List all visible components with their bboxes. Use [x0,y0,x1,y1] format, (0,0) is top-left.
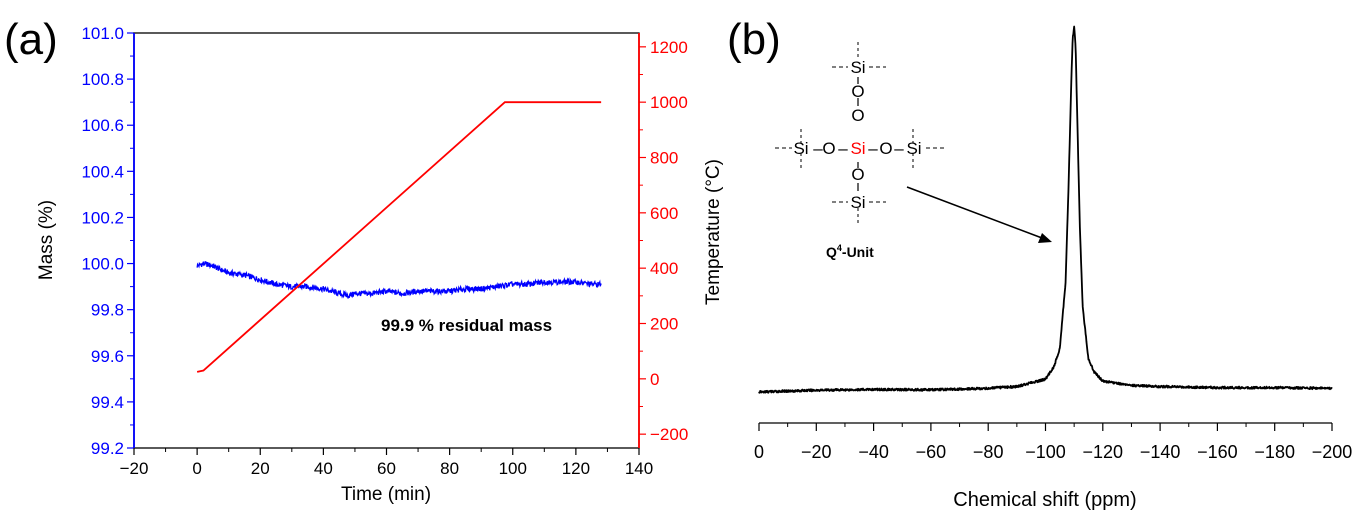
tga-tick-group: −20 0 20 40 60 80 100 120 14099.299.499.699.8100… [81,24,688,478]
tga-series-group [196,101,602,373]
q4-unit-main: Q [826,244,837,260]
structure-arrowhead [1038,233,1052,243]
atom-si-left: Si [793,139,808,158]
q4-unit-label: Q4-Unit [826,243,874,260]
structure-arrow-line [906,186,1043,239]
tga-x-tick-label: −20 [120,459,149,478]
nmr-x-tick-label: 0 [754,442,764,462]
panel-label-b: (b) [727,15,781,64]
panel-label-a: (a) [4,15,58,64]
bond-dash-right-1: – [868,139,878,158]
temperature-tick-label: 1200 [650,38,688,57]
tga-x-tick-label: 40 [314,459,333,478]
nmr-panel: (b) 0 −20 −40 −60 −80 −100 −120 −140 −160 −180 −20… [727,15,1352,511]
tga-x-tick-label: 100 [499,459,527,478]
nmr-x-tick-label: −60 [916,442,947,462]
q4-structure-diagram: Si O O Si – O – Si – O – Si O Si Q4-Unit [775,42,1052,260]
tga-x-tick-label: 0 [192,459,201,478]
atom-o-left: O [822,139,835,158]
tga-x-tick-label: 80 [440,459,459,478]
tga-x-tick-label: 60 [377,459,396,478]
temperature-tick-label: 600 [650,204,678,223]
mass-tick-label: 101.0 [81,24,124,43]
nmr-x-tick-label: −200 [1312,442,1353,462]
temperature-tick-label: 0 [650,370,659,389]
mass-tick-label: 100.4 [81,162,124,181]
tga-plot-frame [133,32,640,449]
nmr-series-group [758,25,1333,394]
atom-o-top-2: O [851,106,864,125]
atom-si-right: Si [906,139,921,158]
nmr-tick-group: 0 −20 −40 −60 −80 −100 −120 −140 −160 −180 −200 [754,423,1352,462]
nmr-x-tick-label: −140 [1140,442,1181,462]
nmr-x-axis-label: Chemical shift (ppm) [953,489,1136,511]
mass-series-line [196,261,602,299]
mass-tick-label: 99.4 [91,393,124,412]
temperature-tick-label: 200 [650,315,678,334]
mass-tick-label: 99.8 [91,301,124,320]
tga-annotation: 99.9 % residual mass [381,316,552,335]
atom-o-bottom: O [851,165,864,184]
tga-panel: (a) −20 0 20 40 60 80 100 120 14099.299.499.699.… [4,15,724,505]
mass-tick-label: 100.0 [81,255,124,274]
bond-dash-left-2: – [838,139,848,158]
temperature-tick-label: 400 [650,259,678,278]
mass-tick-label: 99.2 [91,439,124,458]
nmr-x-tick-label: −180 [1254,442,1295,462]
nmr-x-tick-label: −40 [858,442,889,462]
mass-tick-label: 100.2 [81,208,124,227]
temperature-tick-label: 1000 [650,93,688,112]
nmr-x-tick-label: −120 [1083,442,1124,462]
temperature-axis-label: Temperature (°C) [703,159,724,305]
temperature-tick-label: −200 [650,425,688,444]
tga-x-tick-label: 120 [562,459,590,478]
nmr-x-tick-label: −20 [801,442,832,462]
q4-unit-suffix: -Unit [842,244,874,260]
atom-si-center: Si [850,139,865,158]
nmr-x-tick-label: −80 [973,442,1004,462]
temperature-tick-label: 800 [650,149,678,168]
mass-axis-label: Mass (%) [36,200,57,280]
bond-dash-left-1: – [813,139,823,158]
tga-x-tick-label: 20 [251,459,270,478]
tga-x-axis-label: Time (min) [341,484,431,505]
nmr-x-tick-label: −100 [1025,442,1066,462]
mass-tick-label: 100.6 [81,116,124,135]
tga-x-tick-label: 140 [625,459,653,478]
bond-dash-right-2: – [894,139,904,158]
nmr-x-tick-label: −160 [1197,442,1238,462]
q4-unit-superscript: 4 [837,243,842,253]
temperature-series-line [196,101,602,373]
nmr-spectrum-line [758,25,1333,394]
mass-tick-label: 100.8 [81,70,124,89]
mass-tick-label: 99.6 [91,347,124,366]
atom-o-top: O [851,82,864,101]
atom-o-right: O [879,139,892,158]
atom-si-bottom: Si [850,193,865,212]
atom-si-top: Si [850,58,865,77]
